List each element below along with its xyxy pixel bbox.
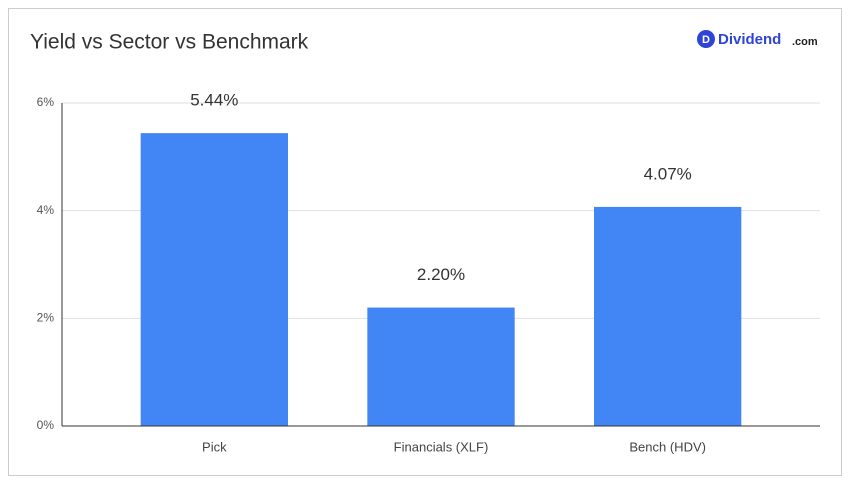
y-tick-label: 4% [37, 203, 55, 217]
y-tick-label: 0% [37, 418, 55, 432]
bar [594, 206, 742, 426]
bar [140, 133, 288, 426]
logo-icon-bg [697, 30, 715, 48]
chart-title: Yield vs Sector vs Benchmark [30, 31, 309, 54]
y-tick-label: 2% [37, 311, 55, 325]
logo-suffix: .com [792, 36, 818, 48]
x-tick-label: Bench (HDV) [629, 439, 706, 454]
y-tick-label: 6% [37, 95, 55, 109]
x-tick-label: Financials (XLF) [394, 439, 489, 454]
logo-icon: D [702, 34, 710, 46]
logo-name: Dividend [718, 31, 781, 48]
value-label: 4.07% [644, 164, 692, 183]
bar [367, 307, 515, 426]
value-label: 5.44% [190, 91, 238, 110]
x-tick-label: Pick [202, 439, 227, 454]
value-label: 2.20% [417, 265, 465, 284]
